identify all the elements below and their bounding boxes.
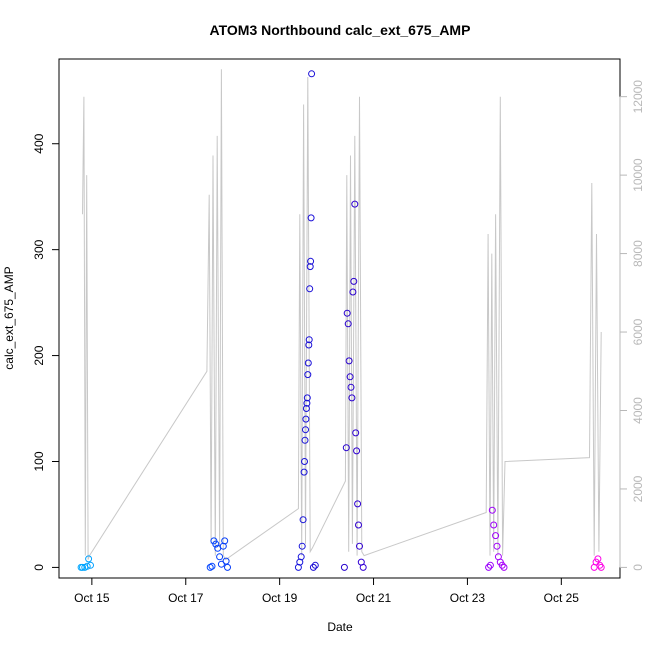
data-point bbox=[311, 561, 319, 569]
data-point bbox=[344, 320, 352, 328]
data-point bbox=[308, 70, 316, 78]
data-point bbox=[597, 563, 605, 571]
data-point bbox=[492, 532, 500, 540]
y2-tick-label: 6000 bbox=[631, 318, 645, 345]
data-point bbox=[500, 563, 508, 571]
x-tick-label: Oct 19 bbox=[262, 591, 298, 605]
y-tick-label: 0 bbox=[32, 564, 46, 571]
y2-tick-label: 8000 bbox=[631, 240, 645, 267]
data-point bbox=[490, 521, 498, 529]
data-point bbox=[85, 555, 93, 563]
data-point bbox=[485, 563, 493, 571]
data-point bbox=[208, 562, 216, 570]
data-point bbox=[307, 214, 315, 222]
data-point bbox=[305, 341, 313, 349]
data-point bbox=[305, 336, 313, 344]
data-point bbox=[306, 285, 314, 293]
data-point bbox=[359, 563, 367, 571]
data-point bbox=[347, 383, 355, 391]
y-tick-label: 400 bbox=[32, 133, 46, 153]
y2-tick-label: 0 bbox=[631, 564, 645, 571]
data-point bbox=[298, 542, 306, 550]
y2-tick-label: 2000 bbox=[631, 475, 645, 502]
data-point bbox=[87, 561, 94, 569]
data-point bbox=[221, 537, 229, 545]
data-point bbox=[355, 521, 362, 529]
x-tick-label: Oct 17 bbox=[168, 591, 204, 605]
data-point bbox=[212, 540, 220, 548]
y-axis-label: calc_ext_675_AMP bbox=[2, 266, 16, 369]
x-tick-label: Oct 25 bbox=[544, 591, 580, 605]
data-point bbox=[216, 553, 224, 561]
data-point bbox=[83, 562, 91, 570]
data-point bbox=[297, 553, 305, 561]
data-point bbox=[342, 444, 350, 452]
data-point bbox=[349, 288, 357, 296]
data-point bbox=[304, 359, 312, 367]
data-point bbox=[303, 399, 311, 407]
series-line bbox=[82, 69, 602, 561]
data-point bbox=[343, 309, 351, 317]
y-tick-label: 300 bbox=[32, 239, 46, 259]
data-point bbox=[493, 542, 501, 550]
y2-tick-label: 4000 bbox=[631, 397, 645, 424]
data-point bbox=[345, 357, 353, 365]
data-point bbox=[224, 563, 231, 571]
chart-title: ATOM3 Northbound calc_ext_675_AMP bbox=[210, 22, 471, 38]
x-tick-label: Oct 23 bbox=[450, 591, 486, 605]
right-axis-series-line bbox=[82, 69, 602, 561]
data-point bbox=[302, 415, 310, 423]
data-point bbox=[354, 500, 362, 508]
data-point bbox=[302, 426, 309, 434]
data-point bbox=[356, 542, 363, 550]
point-series bbox=[77, 70, 605, 571]
data-point bbox=[302, 405, 310, 412]
data-point bbox=[352, 429, 360, 437]
data-point bbox=[301, 458, 308, 465]
x-tick-label: Oct 21 bbox=[356, 591, 392, 605]
x-tick-label: Oct 15 bbox=[74, 591, 110, 605]
axes: Oct 15 Oct 17 Oct 19 Oct 21 Oct 23 Oct 25 0 100… bbox=[32, 80, 645, 605]
data-point bbox=[303, 394, 311, 402]
data-point bbox=[299, 516, 307, 524]
data-point bbox=[594, 555, 602, 563]
x-axis-label: Date bbox=[327, 620, 353, 634]
data-point bbox=[301, 436, 309, 444]
y-tick-label: 100 bbox=[32, 451, 46, 471]
data-point bbox=[353, 447, 361, 455]
data-point bbox=[304, 371, 312, 379]
data-point bbox=[488, 506, 496, 514]
y2-tick-label: 12000 bbox=[631, 80, 645, 114]
data-point bbox=[222, 557, 230, 565]
y2-tick-label: 10000 bbox=[631, 158, 645, 192]
data-point bbox=[346, 373, 354, 381]
data-point bbox=[217, 560, 225, 568]
data-point bbox=[307, 257, 315, 265]
data-point bbox=[340, 563, 348, 571]
data-point bbox=[300, 468, 308, 476]
data-point bbox=[306, 263, 314, 271]
data-point bbox=[498, 561, 506, 569]
y-tick-label: 200 bbox=[32, 345, 46, 365]
data-point bbox=[348, 394, 356, 402]
data-point bbox=[79, 563, 86, 571]
data-point bbox=[486, 561, 494, 569]
data-point bbox=[206, 563, 214, 571]
data-point bbox=[350, 277, 358, 285]
data-point bbox=[351, 200, 359, 208]
data-point bbox=[309, 563, 317, 571]
